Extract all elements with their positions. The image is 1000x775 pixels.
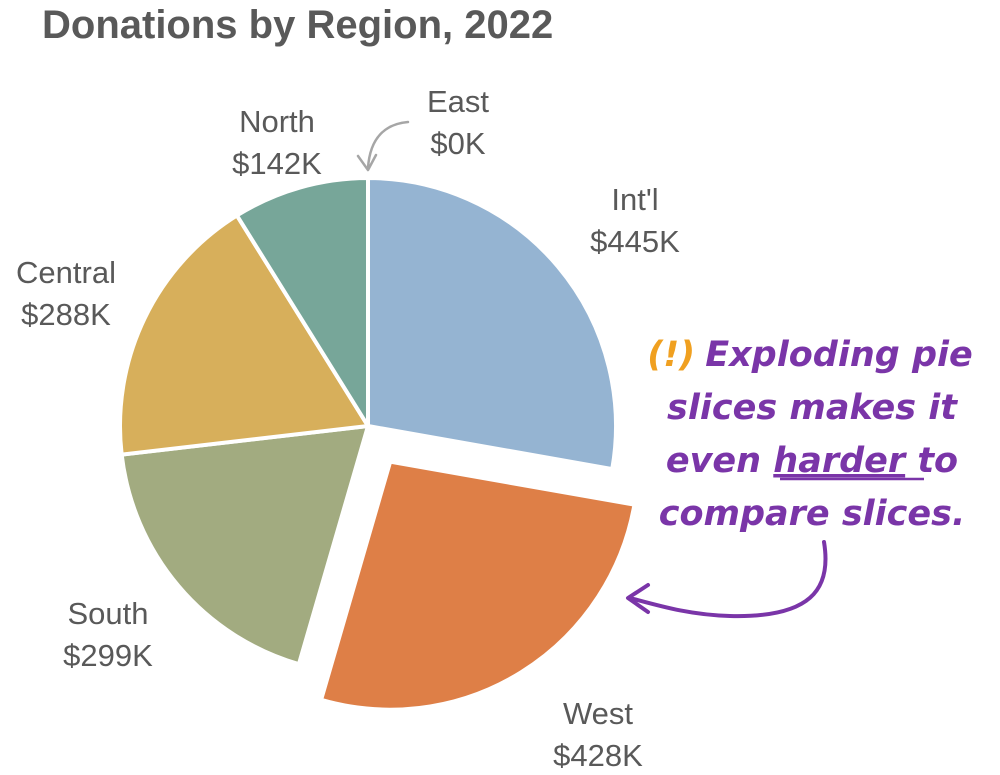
annotation-text-3b: harder [773, 441, 908, 481]
annotation-line-4: compare slices. [659, 494, 966, 534]
pie-slices [118, 176, 637, 712]
annotation-text-1: Exploding pie [705, 335, 973, 375]
annotation-line-3: even harder to [666, 441, 958, 481]
pie-slice-north [234, 176, 370, 428]
label-east-name: East [427, 84, 489, 119]
label-west-value: $428K [553, 738, 643, 773]
label-south-value: $299K [63, 638, 153, 673]
annotation-line-2: slices makes it [667, 388, 958, 428]
pie-slice-central [118, 213, 370, 457]
warning-marker: (!) [647, 335, 695, 375]
pie-slice-west [319, 459, 637, 712]
label-north-value: $142K [232, 146, 322, 181]
label-south-name: South [67, 596, 148, 631]
label-intl-value: $445K [590, 224, 680, 259]
annotation-arrowhead [626, 583, 650, 614]
pie-slice-south [119, 424, 370, 667]
label-intl-name: Int'l [611, 182, 658, 217]
annotation-text-3c: to [917, 441, 958, 481]
label-east-value: $0K [430, 126, 485, 161]
pie-slice-intl [366, 176, 618, 472]
east-pointer-arrow [356, 120, 410, 172]
annotation-arrow [628, 540, 828, 619]
annotation-text-3a: even [666, 441, 761, 481]
label-central-value: $288K [21, 297, 111, 332]
annotation: (!) Exploding pie slices makes it even ha… [626, 335, 973, 619]
annotation-line-1: (!) Exploding pie [647, 335, 973, 375]
label-north-name: North [239, 104, 315, 139]
label-central-name: Central [16, 255, 116, 290]
label-west-name: West [563, 696, 633, 731]
chart-title: Donations by Region, 2022 [42, 3, 553, 47]
